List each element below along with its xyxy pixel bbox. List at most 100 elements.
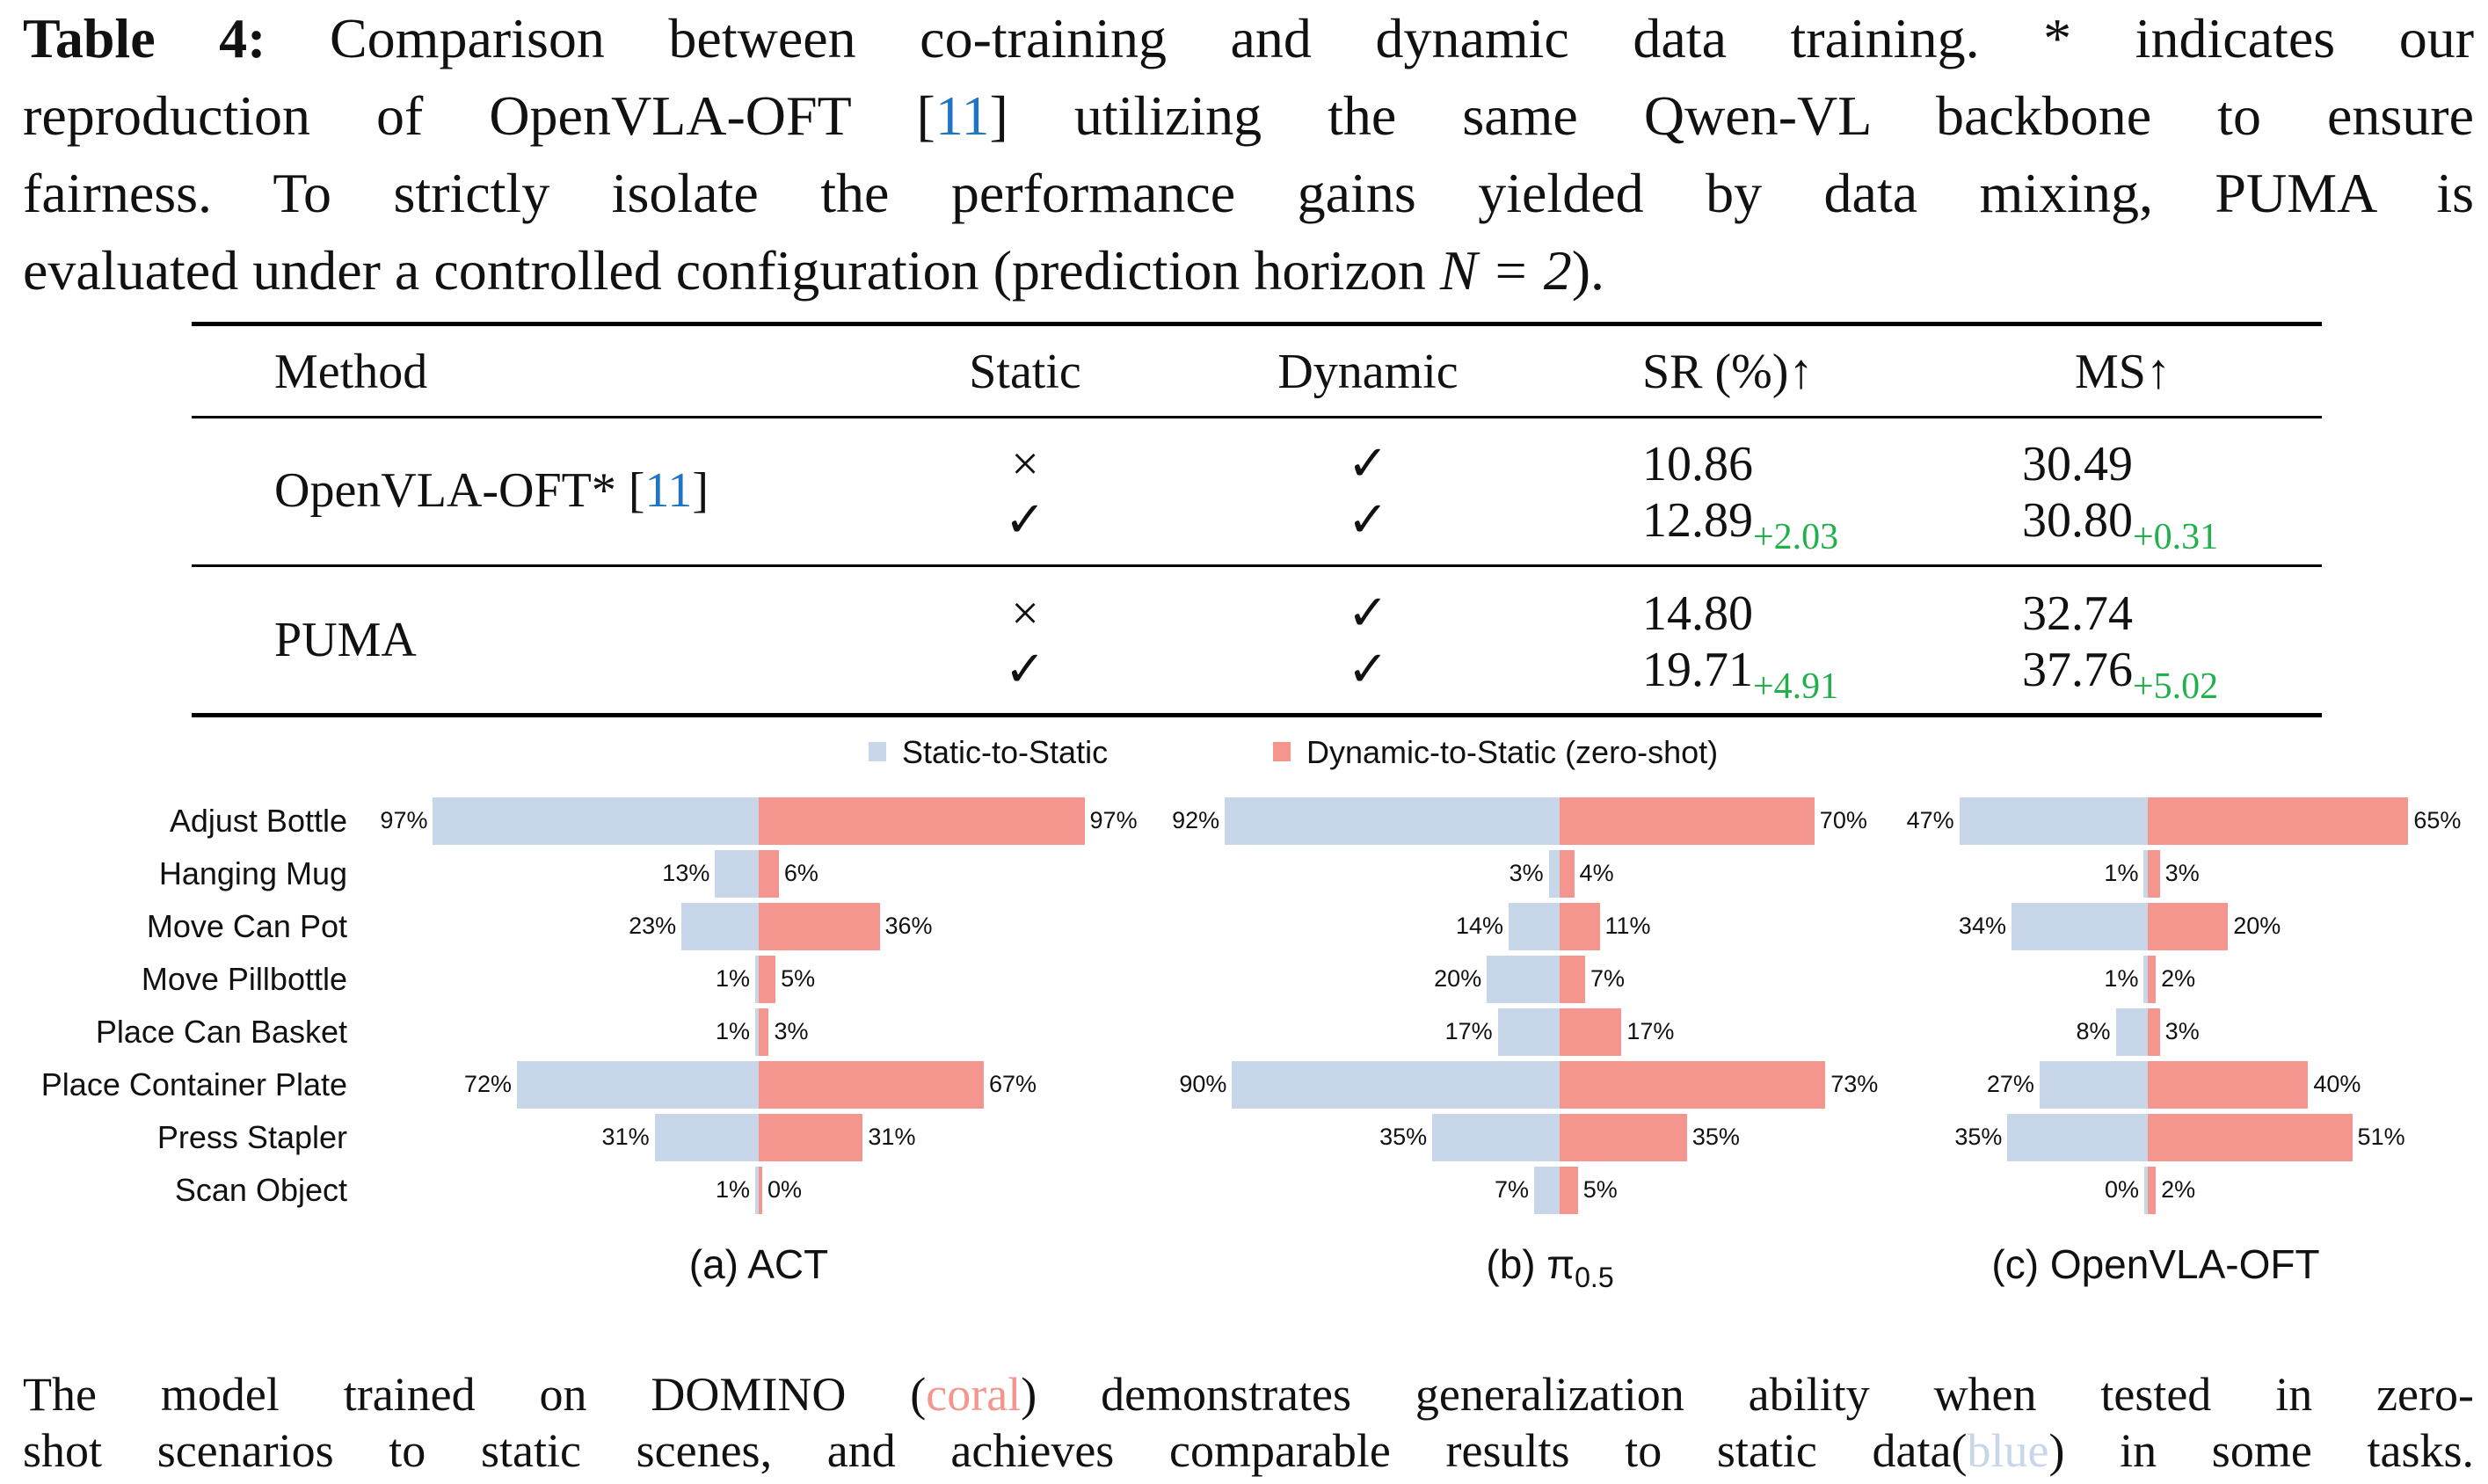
- dynamic-mark: ✓: [1347, 586, 1389, 641]
- bar-dynamic: [759, 850, 779, 898]
- value-label-dynamic: 51%: [2357, 1124, 2405, 1150]
- bar-static: [755, 956, 759, 1003]
- sr-value: 19.71+4.91: [1642, 643, 1838, 707]
- ms-number: 32.74: [2022, 586, 2133, 641]
- value-label-static: 8%: [2076, 1018, 2111, 1044]
- header-method: Method: [274, 345, 428, 399]
- value-label-static: 13%: [662, 860, 710, 886]
- value-label-static: 1%: [2104, 965, 2139, 992]
- ms-value: 30.49: [2022, 438, 2133, 495]
- static-mark: ×: [1011, 437, 1039, 491]
- value-label-static: 14%: [1456, 913, 1504, 939]
- value-label-static: 31%: [601, 1124, 650, 1150]
- blue-word: blue: [1967, 1424, 2049, 1477]
- static-mark: ✓: [1004, 493, 1046, 548]
- bar-static: [1509, 903, 1560, 950]
- bar-static: [1497, 1008, 1560, 1056]
- bar-dynamic: [2148, 903, 2229, 950]
- ms-number: 37.76: [2022, 643, 2133, 697]
- value-label-static: 0%: [2104, 1176, 2139, 1203]
- value-label-static: 7%: [1495, 1176, 1530, 1203]
- bar-static: [1232, 1061, 1560, 1109]
- category-label: Adjust Bottle: [169, 803, 347, 839]
- value-label-static: 27%: [1986, 1071, 2034, 1097]
- value-label-dynamic: 20%: [2233, 913, 2281, 939]
- bar-dynamic: [759, 1061, 984, 1109]
- value-label-dynamic: 0%: [767, 1176, 803, 1203]
- method-openvla-oft: OpenVLA-OFT* [11]: [274, 464, 709, 517]
- bar-dynamic: [2148, 1061, 2309, 1109]
- sr-value: 12.89+2.03: [1642, 493, 1838, 557]
- category-label: Place Can Basket: [95, 1014, 347, 1050]
- bar-static: [1487, 956, 1560, 1003]
- body-text: The model trained on DOMINO (: [23, 1368, 927, 1421]
- table-header-rule: [192, 416, 2322, 418]
- ms-delta: +0.31: [2133, 517, 2219, 557]
- sr-number: 14.80: [1642, 586, 1753, 641]
- dynamic-mark: ✓: [1347, 493, 1389, 548]
- bar-static: [1432, 1114, 1560, 1161]
- body-text-line-2: shot scenarios to static scenes, and ach…: [23, 1424, 2474, 1477]
- bar-static: [2011, 903, 2148, 950]
- value-label-static: 3%: [1509, 860, 1544, 886]
- citation-link[interactable]: 11: [935, 84, 990, 147]
- body-text: ) demonstrates generalization ability wh…: [1021, 1368, 2474, 1421]
- bar-dynamic: [1560, 850, 1575, 898]
- ms-number: 30.49: [2022, 437, 2133, 491]
- bar-static: [2143, 956, 2148, 1003]
- table-caption-line-3: fairness. To strictly isolate the perfor…: [23, 162, 2474, 225]
- value-label-dynamic: 2%: [2161, 1176, 2196, 1203]
- bar-static: [2143, 850, 2148, 898]
- value-label-static: 34%: [1958, 913, 2006, 939]
- legend-dynamic: Dynamic-to-Static (zero-shot): [1306, 734, 1719, 770]
- bar-static: [654, 1114, 759, 1161]
- bar-static: [2115, 1008, 2148, 1056]
- category-label: Hanging Mug: [158, 855, 347, 891]
- value-label-static: 1%: [2104, 860, 2139, 886]
- subcaption-openvla-oft: (c) OpenVLA-OFT: [1991, 1241, 2320, 1287]
- value-label-dynamic: 7%: [1590, 965, 1625, 992]
- dynamic-mark: ✓: [1347, 437, 1389, 491]
- table-label: Table 4:: [23, 7, 266, 69]
- table-group-rule: [192, 564, 2322, 567]
- bar-dynamic: [1560, 1167, 1578, 1214]
- value-label-dynamic: 3%: [2164, 860, 2200, 886]
- value-label-dynamic: 2%: [2161, 965, 2196, 992]
- value-label-static: 17%: [1444, 1018, 1493, 1044]
- bar-dynamic: [1560, 1061, 1826, 1109]
- bar-static: [755, 1008, 759, 1056]
- value-label-dynamic: 36%: [884, 913, 933, 939]
- value-label-static: 23%: [629, 913, 677, 939]
- bar-dynamic: [1560, 1008, 1622, 1056]
- subcaption-pi05: (b) π0.5: [1486, 1241, 1613, 1300]
- value-label-dynamic: 40%: [2313, 1071, 2361, 1097]
- value-label-static: 35%: [1379, 1124, 1428, 1150]
- bar-static: [2039, 1061, 2148, 1109]
- sr-number: 12.89: [1642, 493, 1753, 548]
- bar-dynamic: [2148, 1114, 2353, 1161]
- sr-value: 10.86: [1642, 438, 1753, 495]
- bar-dynamic: [759, 903, 880, 950]
- citation-link[interactable]: 11: [644, 463, 693, 518]
- bar-static: [681, 903, 759, 950]
- bar-static: [1959, 797, 2148, 845]
- value-label-dynamic: 73%: [1830, 1071, 1879, 1097]
- body-text: ) in some tasks.: [2048, 1424, 2474, 1477]
- sr-number: 19.71: [1642, 643, 1753, 697]
- legend-swatch-dynamic: [1273, 742, 1291, 761]
- sr-number: 10.86: [1642, 437, 1753, 491]
- value-label-dynamic: 5%: [781, 965, 816, 992]
- body-text-line-1: The model trained on DOMINO (coral) demo…: [23, 1368, 2474, 1421]
- bar-static: [2007, 1114, 2148, 1161]
- value-label-dynamic: 4%: [1579, 860, 1614, 886]
- value-label-static: 1%: [715, 965, 750, 992]
- category-label: Move Pillbottle: [141, 961, 347, 997]
- bar-dynamic: [2148, 956, 2157, 1003]
- coral-word: coral: [926, 1368, 1022, 1421]
- caption-text: evaluated under a controlled configurati…: [23, 239, 1440, 302]
- value-label-dynamic: 65%: [2413, 807, 2462, 833]
- static-mark: ×: [1011, 586, 1039, 641]
- bar-static: [755, 1167, 759, 1214]
- bar-dynamic: [1560, 797, 1815, 845]
- value-label-static: 72%: [463, 1071, 512, 1097]
